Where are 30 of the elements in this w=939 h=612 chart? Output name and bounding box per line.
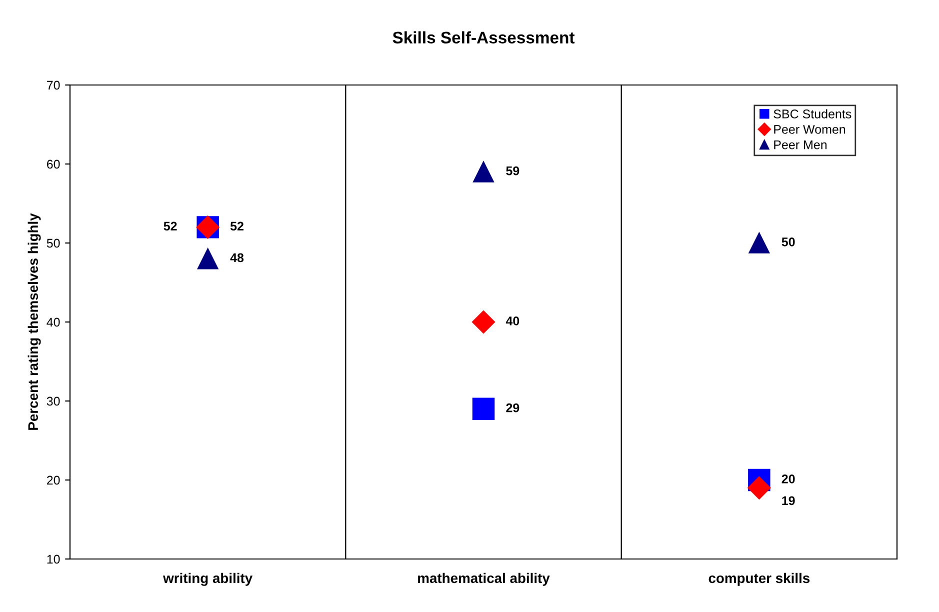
legend-label: SBC Students (774, 109, 852, 118)
data-label: 50 (782, 238, 795, 246)
y-tick-label: 50 (46, 238, 60, 248)
data-label: 59 (506, 166, 520, 176)
data-label: 52 (230, 222, 244, 231)
y-tick-label: 60 (47, 160, 60, 169)
data-label: 40 (506, 316, 520, 326)
data-label: 52 (164, 222, 177, 231)
data-label: 29 (506, 403, 520, 412)
point (473, 161, 494, 182)
y-tick-label: 20 (47, 476, 60, 485)
chart-title: Skills Self-Assessment (392, 31, 575, 44)
x-tick-label: mathematical ability (418, 572, 550, 586)
y-axis-title: Percent rating themselves highly (28, 213, 41, 430)
legend-label: Peer Men (774, 140, 827, 150)
point (748, 476, 771, 500)
y-tick-label: 10 (47, 554, 60, 564)
y-tick-label: 70 (47, 80, 60, 90)
y-tick-label: 40 (46, 318, 60, 327)
y-tick-label: 30 (46, 396, 60, 406)
point (197, 248, 218, 270)
x-tick-label: computer skills (708, 572, 810, 586)
x-tick-label: writing ability (163, 572, 253, 586)
data-label: 19 (782, 496, 795, 506)
legend-label: Peer Women (774, 125, 846, 134)
data-label: 20 (782, 474, 795, 484)
point (472, 398, 495, 420)
data-label: 48 (230, 253, 244, 262)
point (472, 310, 495, 334)
point (748, 232, 770, 254)
